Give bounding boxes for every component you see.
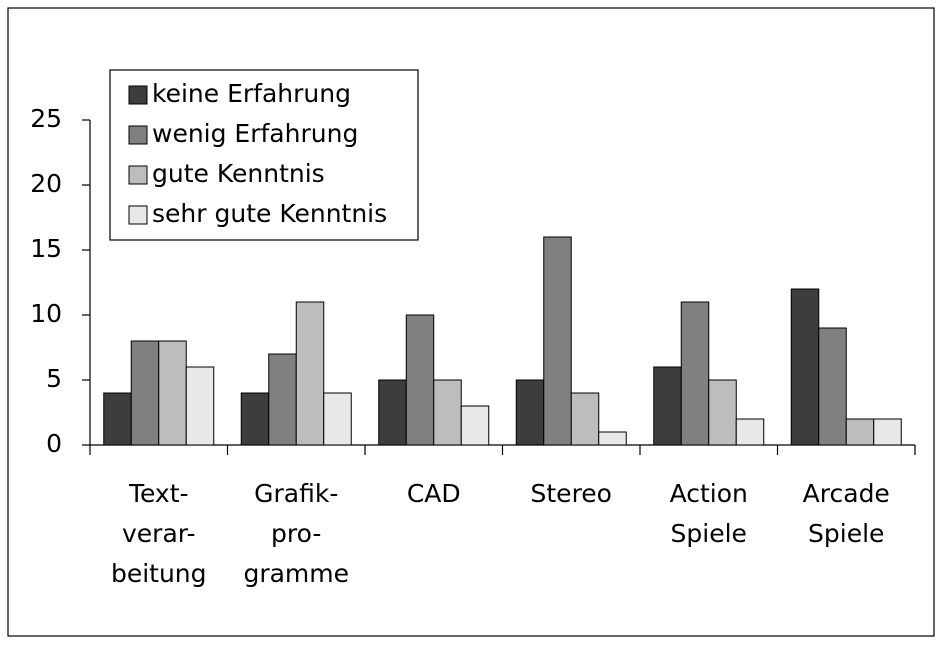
bar [845, 418, 875, 446]
bar [680, 301, 710, 446]
bar [790, 288, 820, 446]
bar [323, 392, 352, 446]
legend-swatch [128, 125, 148, 145]
legend-label: wenig Erfahrung [152, 119, 358, 148]
legend-box [109, 69, 419, 241]
bar [570, 392, 600, 446]
y-tick-label: 5 [46, 364, 62, 393]
bar [268, 353, 297, 446]
bar [185, 366, 215, 446]
bar [240, 392, 270, 446]
bar [295, 301, 325, 446]
bar [818, 327, 847, 446]
bar [543, 236, 572, 446]
y-tick-label: 10 [30, 299, 62, 328]
x-tick-label: Grafik- [254, 479, 338, 508]
bar [378, 379, 407, 446]
bar [653, 366, 682, 446]
bar [130, 340, 160, 446]
x-tick-label: gramme [243, 559, 349, 588]
bar [103, 392, 132, 446]
legend-label: sehr gute Kenntnis [152, 199, 387, 228]
x-tick-label: Stereo [531, 479, 612, 508]
legend-swatch [128, 85, 148, 105]
bar [515, 379, 545, 446]
bar [708, 379, 737, 446]
x-tick-label: CAD [407, 479, 461, 508]
x-tick-label: Spiele [671, 519, 747, 548]
bar [873, 418, 902, 446]
y-tick-label: 25 [30, 104, 62, 133]
bar [433, 379, 462, 446]
y-tick-label: 20 [30, 169, 62, 198]
x-tick-label: Arcade [803, 479, 890, 508]
x-tick-label: Spiele [808, 519, 884, 548]
bar [405, 314, 435, 446]
x-tick-label: pro- [271, 519, 321, 548]
legend-swatch [128, 165, 148, 185]
legend-swatch [128, 205, 148, 225]
legend-label: gute Kenntnis [152, 159, 325, 188]
x-tick-label: beitung [111, 559, 207, 588]
y-tick-label: 0 [46, 429, 62, 458]
x-tick-label: Action [670, 479, 748, 508]
legend-label: keine Erfahrung [152, 79, 351, 108]
bar [158, 340, 187, 446]
bar [460, 405, 490, 446]
x-tick-label: Text- [128, 479, 189, 508]
x-tick-label: verar- [122, 519, 195, 548]
bar [735, 418, 765, 446]
bar [598, 431, 627, 446]
y-tick-label: 15 [30, 234, 62, 263]
